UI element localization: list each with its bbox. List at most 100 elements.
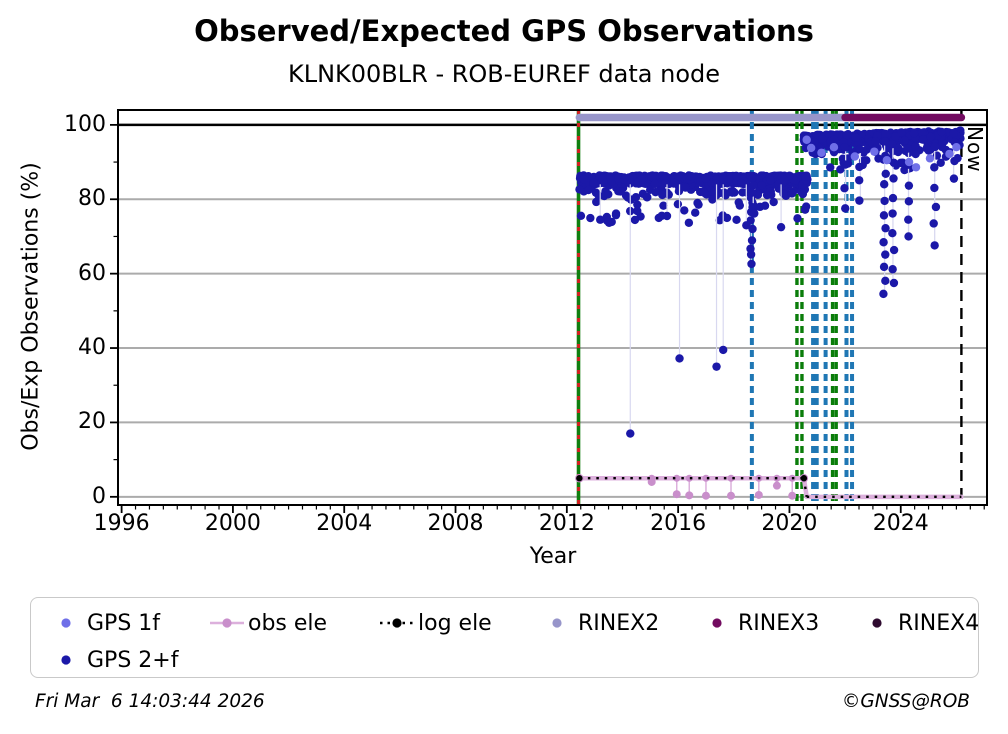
gps-2f-point [711,179,720,188]
gps-2f-point [893,147,903,157]
gps-2f-point [841,204,850,213]
gps-2f-point [626,178,636,187]
gps-2f-point [800,205,810,214]
gps-2f-point [604,190,613,199]
gps-2f-point [862,145,871,154]
gps-2f-point [889,278,899,288]
gps-2f-point [620,175,629,184]
gps-2f-point [855,144,864,154]
gps-2f-point [616,187,625,196]
chart-title: Observed/Expected GPS Observations [194,14,814,48]
gps-1f-point [882,156,892,165]
gps-2f-point [779,175,789,185]
gps-2f-point [643,192,652,202]
gps-1f-point [850,152,860,161]
footer-timestamp: Fri Mar 6 14:03:44 2026 [35,691,265,712]
gps-2f-point [888,193,898,203]
gps-2f-point [747,174,757,183]
gps-2f-point [787,189,797,198]
gps-2f-point [888,265,897,274]
gps-1f-point [806,143,816,153]
gps-2f-point [818,134,827,143]
obs-ele-point [701,491,710,500]
legend-marker-rinex3-icon [712,618,722,628]
gps-2f-point [747,188,757,197]
x-tick-label: 2008 [427,511,484,536]
gps-2f-point [904,215,913,224]
gps-1f-point [817,148,826,157]
gps-2f-point [648,172,657,182]
gps-2f-point [888,209,897,218]
legend-marker-rinex4-icon [872,618,882,628]
gps-2f-point [793,214,802,223]
gps-2f-point [879,262,889,272]
x-tick-label: 2004 [316,511,373,536]
gps-2f-point [762,190,772,200]
gps-2f-point [579,175,588,184]
gps-2f-point [904,232,913,241]
gps-2f-point [611,209,621,218]
x-tick-label: 1996 [93,511,150,536]
obs-ele-point [788,491,797,500]
gps-2f-point [829,135,839,144]
gps-2f-point [673,199,683,209]
x-tick-label: 2016 [650,511,707,536]
legend-item-obs-ele: obs ele [206,608,327,638]
gps-2f-point [931,202,941,212]
gps-2f-point [926,132,935,142]
gps-2f-point [903,144,912,153]
gps-2f-point [881,250,890,259]
legend-marker-log-ele-icon [380,618,414,628]
gps-2f-point [769,197,778,207]
gps-2f-point [586,213,595,223]
gps-2f-point [699,188,709,197]
obs-ele-point [754,490,763,499]
gps-2f-point [930,241,939,250]
gps-1f-point [829,142,839,152]
gps-1f-point [945,149,954,159]
gps-2f-point [735,201,745,210]
obs-ele-point [648,474,656,482]
gps-2f-point [575,185,584,194]
gps-2f-point [598,176,608,185]
gps-2f-point [694,200,703,209]
gps-2f-point [855,176,864,185]
gps-2f-point [584,185,593,195]
gps-2f-point [918,135,928,144]
gps-2f-point [889,245,899,255]
obs-ele-point [685,474,693,482]
gps-2f-point [949,128,958,138]
gps-2f-point [596,215,605,224]
legend-label: RINEX3 [738,610,820,636]
gps-2f-point [681,183,690,192]
legend-label: GPS 1f [87,610,161,636]
gps-2f-point [880,137,890,146]
gps-2f-point [592,197,601,207]
gps-2f-point [930,183,939,193]
gps-2f-point [871,136,880,146]
gps-2f-point [720,188,729,197]
gps-2f-point [719,345,728,355]
chart-subtitle: KLNK00BLR - ROB-EUREF data node [287,60,721,88]
gps-2f-point [888,228,897,238]
now-label: Now [963,126,987,173]
gps-2f-point [889,158,899,168]
gps-2f-point [937,127,946,137]
gps-2f-point [851,133,861,143]
gps-2f-point [757,180,766,190]
legend: GPS 1f obs ele log ele RINEX2 RINEX3 RINEX4 GP… [30,597,979,678]
obs-ele-point [772,481,781,490]
gps-2f-point [855,196,864,205]
legend-item-gps-1f: GPS 1f [45,608,160,638]
gps-2f-point [576,211,586,221]
gps-2f-point [659,201,668,210]
gps-1f-point [870,147,879,156]
log-ele-point [800,475,808,482]
gps-2f-point [930,163,939,172]
gps-2f-point [766,176,775,185]
gps-2f-point [684,218,694,227]
gps-2f-point [950,156,959,166]
gps-2f-point [680,206,689,215]
gps-2f-point [651,187,660,197]
gps-2f-point [732,171,741,181]
